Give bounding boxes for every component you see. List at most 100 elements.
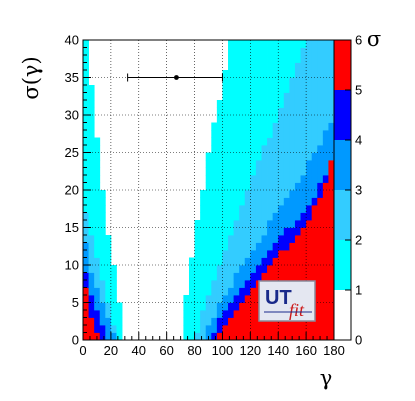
heatmap-cell [289,235,296,243]
heatmap-cell [88,92,95,101]
heatmap-cell [294,212,301,221]
heatmap-cell [244,332,251,341]
heatmap-cell [283,227,290,236]
heatmap-cell [289,100,296,108]
heatmap-cell [255,265,262,273]
heatmap-cell [205,220,212,228]
heatmap-cell [88,137,95,146]
heatmap-cell [94,182,101,191]
heatmap-cell [105,280,112,288]
heatmap-cell [222,145,229,153]
heatmap-cell [83,137,89,146]
heatmap-cell [205,175,212,183]
heatmap-cell [200,235,207,243]
heatmap-cell [194,257,201,266]
heatmap-cell [306,137,313,146]
heatmap-cell [322,310,329,318]
heatmap-cell [244,175,251,183]
heatmap-cell [328,40,335,48]
heatmap-cell [255,212,262,221]
heatmap-cell [228,197,234,206]
heatmap-cell [283,167,290,176]
heatmap-cell [83,85,89,93]
heatmap-cell [283,62,290,71]
heatmap-cell [83,100,89,108]
heatmap-cell [261,92,268,101]
heatmap-cell [317,265,324,273]
heatmap-cell [272,242,279,251]
heatmap-cell [239,55,246,63]
heatmap-cell [328,205,335,213]
heatmap-cell [267,227,274,236]
heatmap-cell [261,122,268,131]
heatmap-cell [110,272,117,281]
heatmap-cell [94,242,101,251]
heatmap-cell [244,212,251,221]
heatmap-cell [300,272,307,281]
heatmap-cell [278,77,285,86]
heatmap-cell [328,317,335,326]
heatmap-cell [116,332,123,341]
heatmap-cell [244,235,251,243]
heatmap-cell [244,272,251,281]
heatmap-cell [94,325,101,333]
heatmap-cell [272,145,279,153]
colorbar-segment [334,290,351,340]
heatmap-cell [244,70,251,78]
heatmap-cell [222,197,229,206]
heatmap-cell [222,190,229,198]
heatmap-cell [244,130,251,138]
heatmap-cell [200,227,207,236]
colorbar-tick-label: 2 [355,233,362,248]
heatmap-cell [317,220,324,228]
heatmap-cell [228,115,234,123]
heatmap-cell [110,280,117,288]
heatmap-cell [267,77,274,86]
heatmap-cell [289,272,296,281]
heatmap-cell [233,62,240,71]
heatmap-cell [116,310,123,318]
heatmap-cell [250,100,257,108]
heatmap-cell [194,302,201,311]
heatmap-cell [205,167,212,176]
heatmap-cell [94,317,101,326]
heatmap-cell [317,317,324,326]
heatmap-cell [99,250,106,258]
heatmap-cell [216,190,223,198]
heatmap-cell [300,205,307,213]
heatmap-cell [222,227,229,236]
heatmap-cell [317,77,324,86]
heatmap-cell [261,70,268,78]
heatmap-cell [228,205,234,213]
heatmap-cell [244,205,251,213]
heatmap-cell [322,175,329,183]
heatmap-cell [205,190,212,198]
heatmap-cell [311,152,318,161]
heatmap-cell [306,325,313,333]
heatmap-cell [311,182,318,191]
heatmap-cell [278,122,285,131]
heatmap-cell [188,280,195,288]
heatmap-cell [322,205,329,213]
heatmap-cell [317,40,324,48]
heatmap-cell [267,205,274,213]
heatmap-cell [300,152,307,161]
heatmap-cell [278,40,285,48]
heatmap-cell [255,100,262,108]
heatmap-cell [94,137,101,146]
heatmap-cell [250,47,257,56]
heatmap-cell [328,220,335,228]
heatmap-cell [88,130,95,138]
heatmap-cell [294,257,301,266]
heatmap-cell [211,265,218,273]
heatmap-cell [300,332,307,341]
heatmap-cell [317,272,324,281]
heatmap-cell [267,160,274,168]
heatmap-cell [311,92,318,101]
heatmap-cell [261,55,268,63]
heatmap-cell [255,257,262,266]
heatmap-cell [239,175,246,183]
heatmap-cell [99,265,106,273]
heatmap-cell [322,160,329,168]
heatmap-cell [317,212,324,221]
